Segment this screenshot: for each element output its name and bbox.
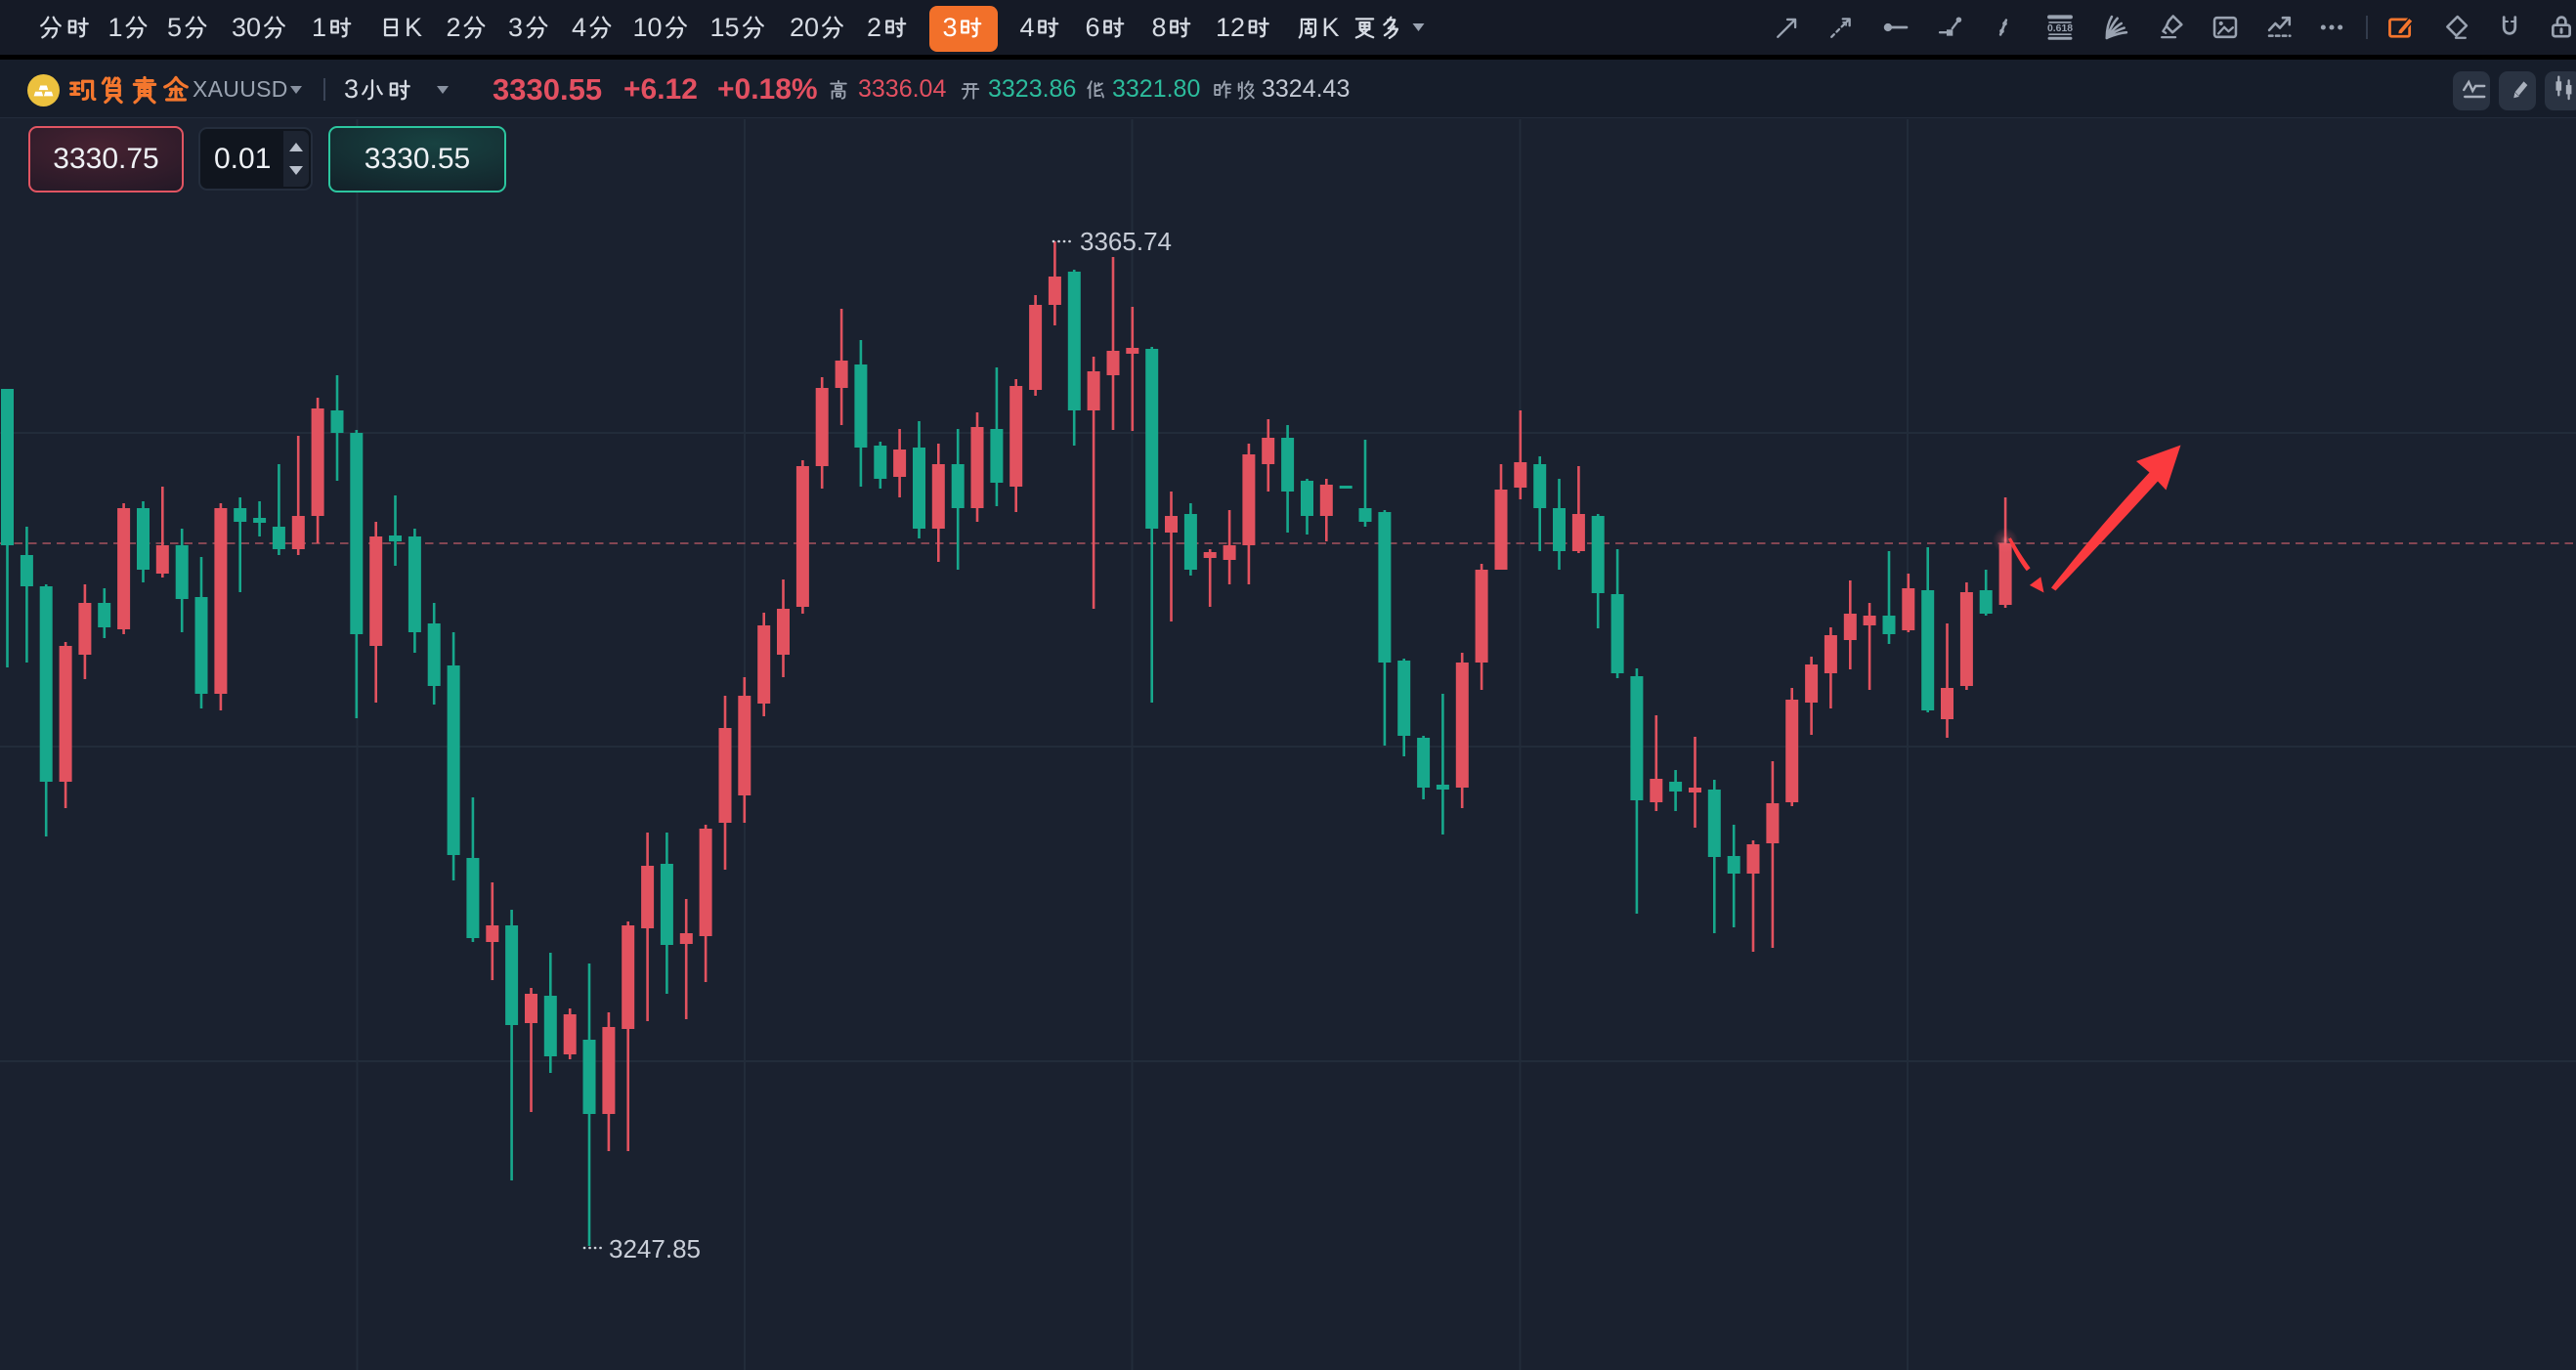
svg-text:0.618: 0.618: [2047, 23, 2073, 34]
svg-text:3365.74: 3365.74: [1080, 227, 1172, 256]
svg-text:3247.85: 3247.85: [609, 1234, 701, 1263]
